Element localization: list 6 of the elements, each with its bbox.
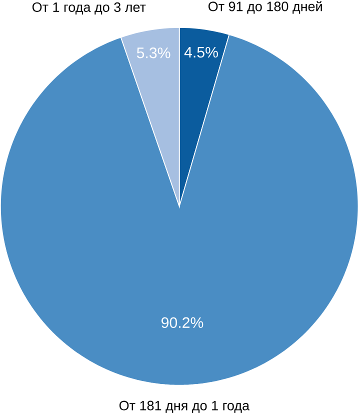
slice-label: От 1 года до 3 лет xyxy=(32,2,146,15)
data-label: 4.5% xyxy=(184,46,218,58)
slice-label: От 181 дня до 1 года xyxy=(120,400,250,413)
data-label: 5.3% xyxy=(137,48,170,58)
data-label: 90.2% xyxy=(162,317,204,328)
slice-label: От 91 до 180 дней xyxy=(208,1,322,14)
